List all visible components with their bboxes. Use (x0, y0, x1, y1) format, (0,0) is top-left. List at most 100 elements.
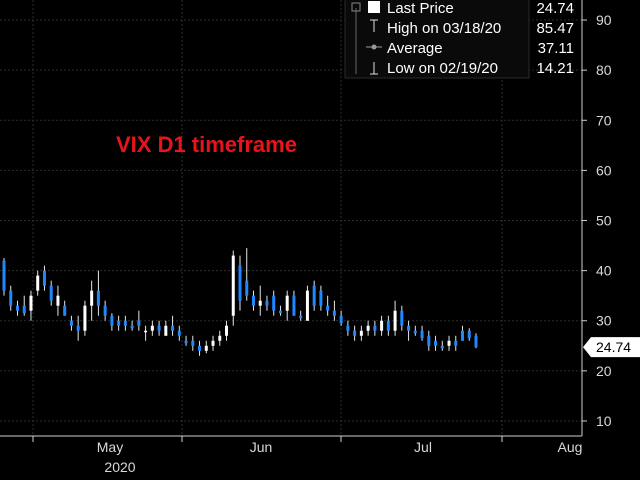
candle (137, 310, 141, 331)
candle-body (440, 345, 444, 349)
candle-body (164, 325, 168, 336)
candle-body (110, 315, 114, 326)
legend-label-average: Average (387, 40, 443, 57)
candle (265, 295, 269, 311)
candle-body (380, 320, 384, 331)
candle (461, 325, 465, 341)
candle-body (177, 330, 181, 336)
x-tick-label: Aug (558, 439, 583, 455)
candle (420, 325, 424, 341)
x-tick-label: Jul (414, 439, 432, 455)
candle-body (326, 305, 330, 311)
candle (366, 320, 370, 336)
candle (386, 315, 390, 336)
candle-body (69, 320, 73, 326)
candle-body (9, 290, 13, 306)
legend-label-low: Low on 02/19/20 (387, 60, 498, 77)
candle (285, 290, 289, 321)
candle-body (49, 285, 53, 301)
candle (218, 330, 222, 346)
candle (319, 285, 323, 311)
candle-body (278, 310, 282, 314)
candle (117, 315, 121, 331)
candle (413, 325, 417, 336)
candle (332, 300, 336, 321)
candle (184, 335, 188, 346)
candle (69, 315, 73, 331)
candle-body (15, 305, 19, 311)
high-marker-icon (370, 19, 378, 32)
legend-label-last-price: Last Price (387, 0, 454, 17)
legend: Last Price 24.74 High on 03/18/20 85.47 … (344, 0, 574, 79)
legend-rail-top-icon (351, 2, 361, 12)
candle-body (56, 295, 60, 306)
candle (373, 320, 377, 336)
x-axis-ticks: May Jun Jul Aug (32, 436, 583, 455)
candle-body (117, 320, 121, 326)
y-tick-label: 70 (596, 112, 612, 128)
candle (272, 290, 276, 316)
candle-body (454, 340, 458, 346)
candle (204, 340, 208, 354)
average-line-icon (366, 44, 382, 50)
candle-body (171, 325, 175, 331)
candle (56, 285, 60, 316)
candle (359, 325, 363, 341)
candle-body (76, 325, 80, 331)
candle-body (103, 305, 107, 316)
legend-value-low: 14.21 (536, 60, 574, 77)
candle (211, 335, 215, 351)
candle (177, 325, 181, 341)
legend-label-high: High on 03/18/20 (387, 20, 501, 37)
candle-body (407, 325, 411, 331)
candle (305, 285, 309, 321)
candle (164, 320, 168, 336)
candle-body (83, 305, 87, 331)
candle (299, 310, 303, 321)
candle (326, 295, 330, 316)
x-tick-label: Jun (250, 439, 273, 455)
candle-body (258, 300, 262, 306)
x-axis-year-label: 2020 (104, 459, 135, 475)
chart-title: VIX D1 timeframe (116, 132, 297, 157)
candle (49, 280, 53, 306)
candle (29, 290, 33, 321)
y-axis-ticks: 10 20 30 40 50 60 70 80 90 (582, 12, 612, 429)
candle (238, 255, 242, 311)
candle-body (63, 305, 67, 316)
candle (110, 313, 114, 331)
candle-body (123, 320, 127, 326)
candle (393, 300, 397, 336)
candle-body (96, 290, 100, 306)
candle-body (137, 320, 141, 326)
candle (447, 335, 451, 351)
candle-body (420, 330, 424, 339)
candle-body (312, 285, 316, 306)
axes (0, 0, 583, 437)
candle-body (29, 295, 33, 311)
candle (400, 305, 404, 331)
candle (440, 340, 444, 351)
candlestick-series (2, 248, 478, 356)
candle-body (218, 335, 222, 341)
candle (427, 330, 431, 351)
candle-body (2, 260, 6, 291)
candle (407, 320, 411, 341)
candle (103, 300, 107, 321)
candle-body (184, 340, 188, 344)
candle-body (198, 345, 202, 351)
candle (312, 280, 316, 311)
x-tick-label: May (97, 439, 123, 455)
candle-body (272, 295, 276, 311)
candle-body (359, 330, 363, 336)
candle (171, 315, 175, 336)
candle (2, 258, 6, 296)
y-tick-label: 10 (596, 413, 612, 429)
candle-body (319, 290, 323, 306)
candle-body (339, 315, 343, 324)
last-price-tag-value: 24.74 (596, 339, 631, 355)
candle (454, 335, 458, 351)
candle-body (225, 325, 229, 336)
candle (42, 265, 46, 291)
